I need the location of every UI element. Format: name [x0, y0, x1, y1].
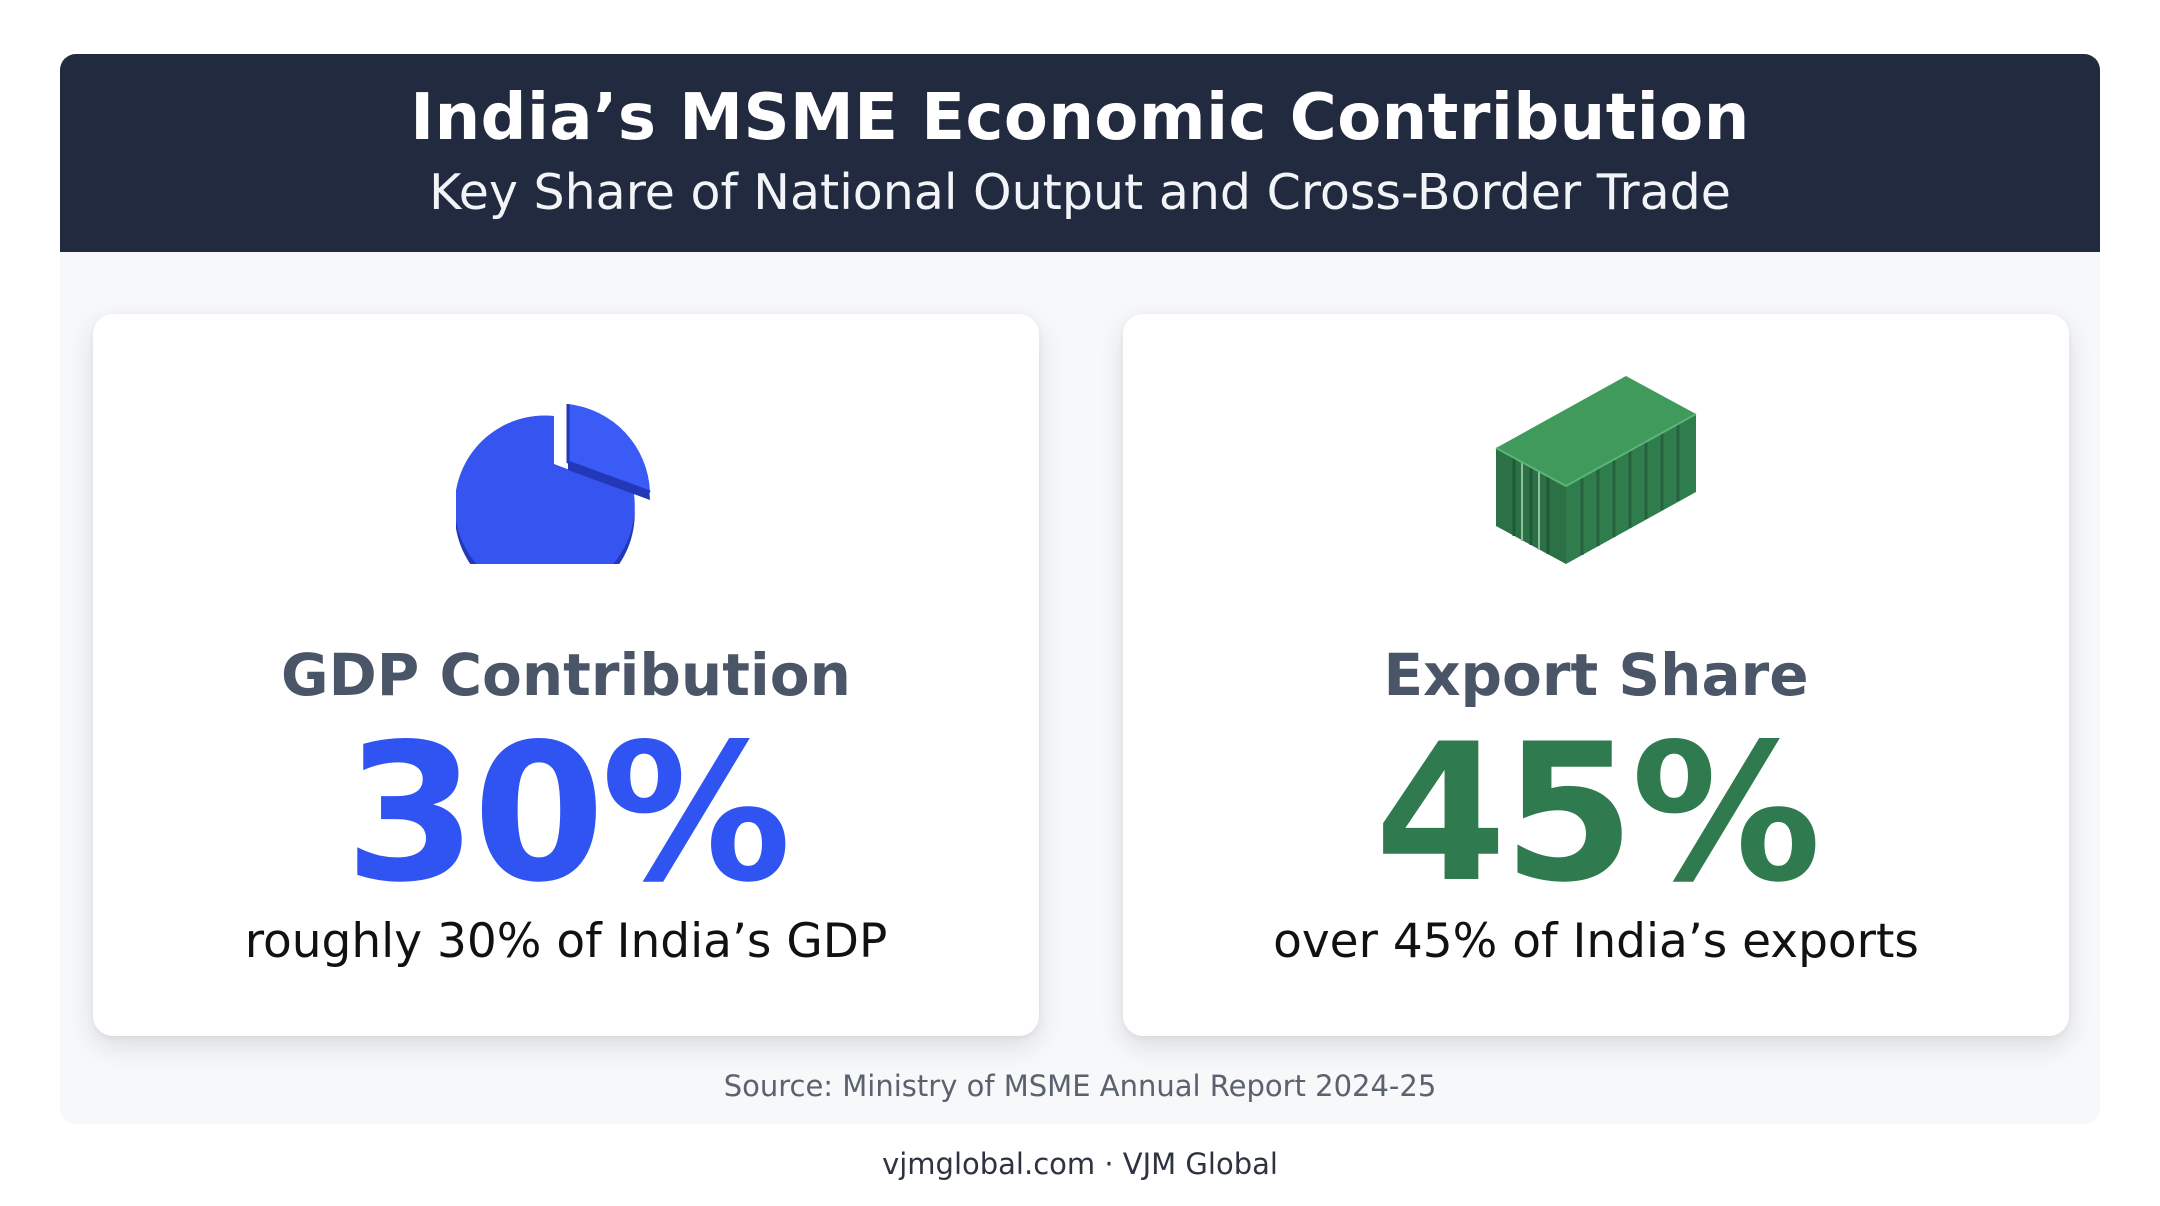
export-share-card: Export Share 45% over 45% of India’s exp…	[1123, 314, 2069, 1036]
header-banner: India’s MSME Economic Contribution Key S…	[60, 54, 2100, 252]
infographic-panel: India’s MSME Economic Contribution Key S…	[60, 54, 2100, 1124]
gdp-contribution-value: 30%	[344, 703, 792, 924]
export-share-value: 45%	[1374, 703, 1822, 924]
export-share-label: Export Share	[1383, 641, 1809, 709]
shipping-container-icon	[1123, 364, 2069, 564]
gdp-contribution-card: GDP Contribution 30% roughly 30% of Indi…	[93, 314, 1039, 1036]
source-note: Source: Ministry of MSME Annual Report 2…	[723, 1069, 1437, 1103]
gdp-contribution-label: GDP Contribution	[281, 641, 851, 709]
footer-credit: vjmglobal.com · VJM Global	[882, 1147, 1278, 1181]
pie-chart-icon	[93, 364, 1039, 564]
gdp-contribution-description: roughly 30% of India’s GDP	[244, 914, 888, 969]
page-subtitle: Key Share of National Output and Cross-B…	[429, 164, 1731, 221]
export-share-description: over 45% of India’s exports	[1273, 914, 1919, 969]
page-title: India’s MSME Economic Contribution	[410, 81, 1750, 155]
